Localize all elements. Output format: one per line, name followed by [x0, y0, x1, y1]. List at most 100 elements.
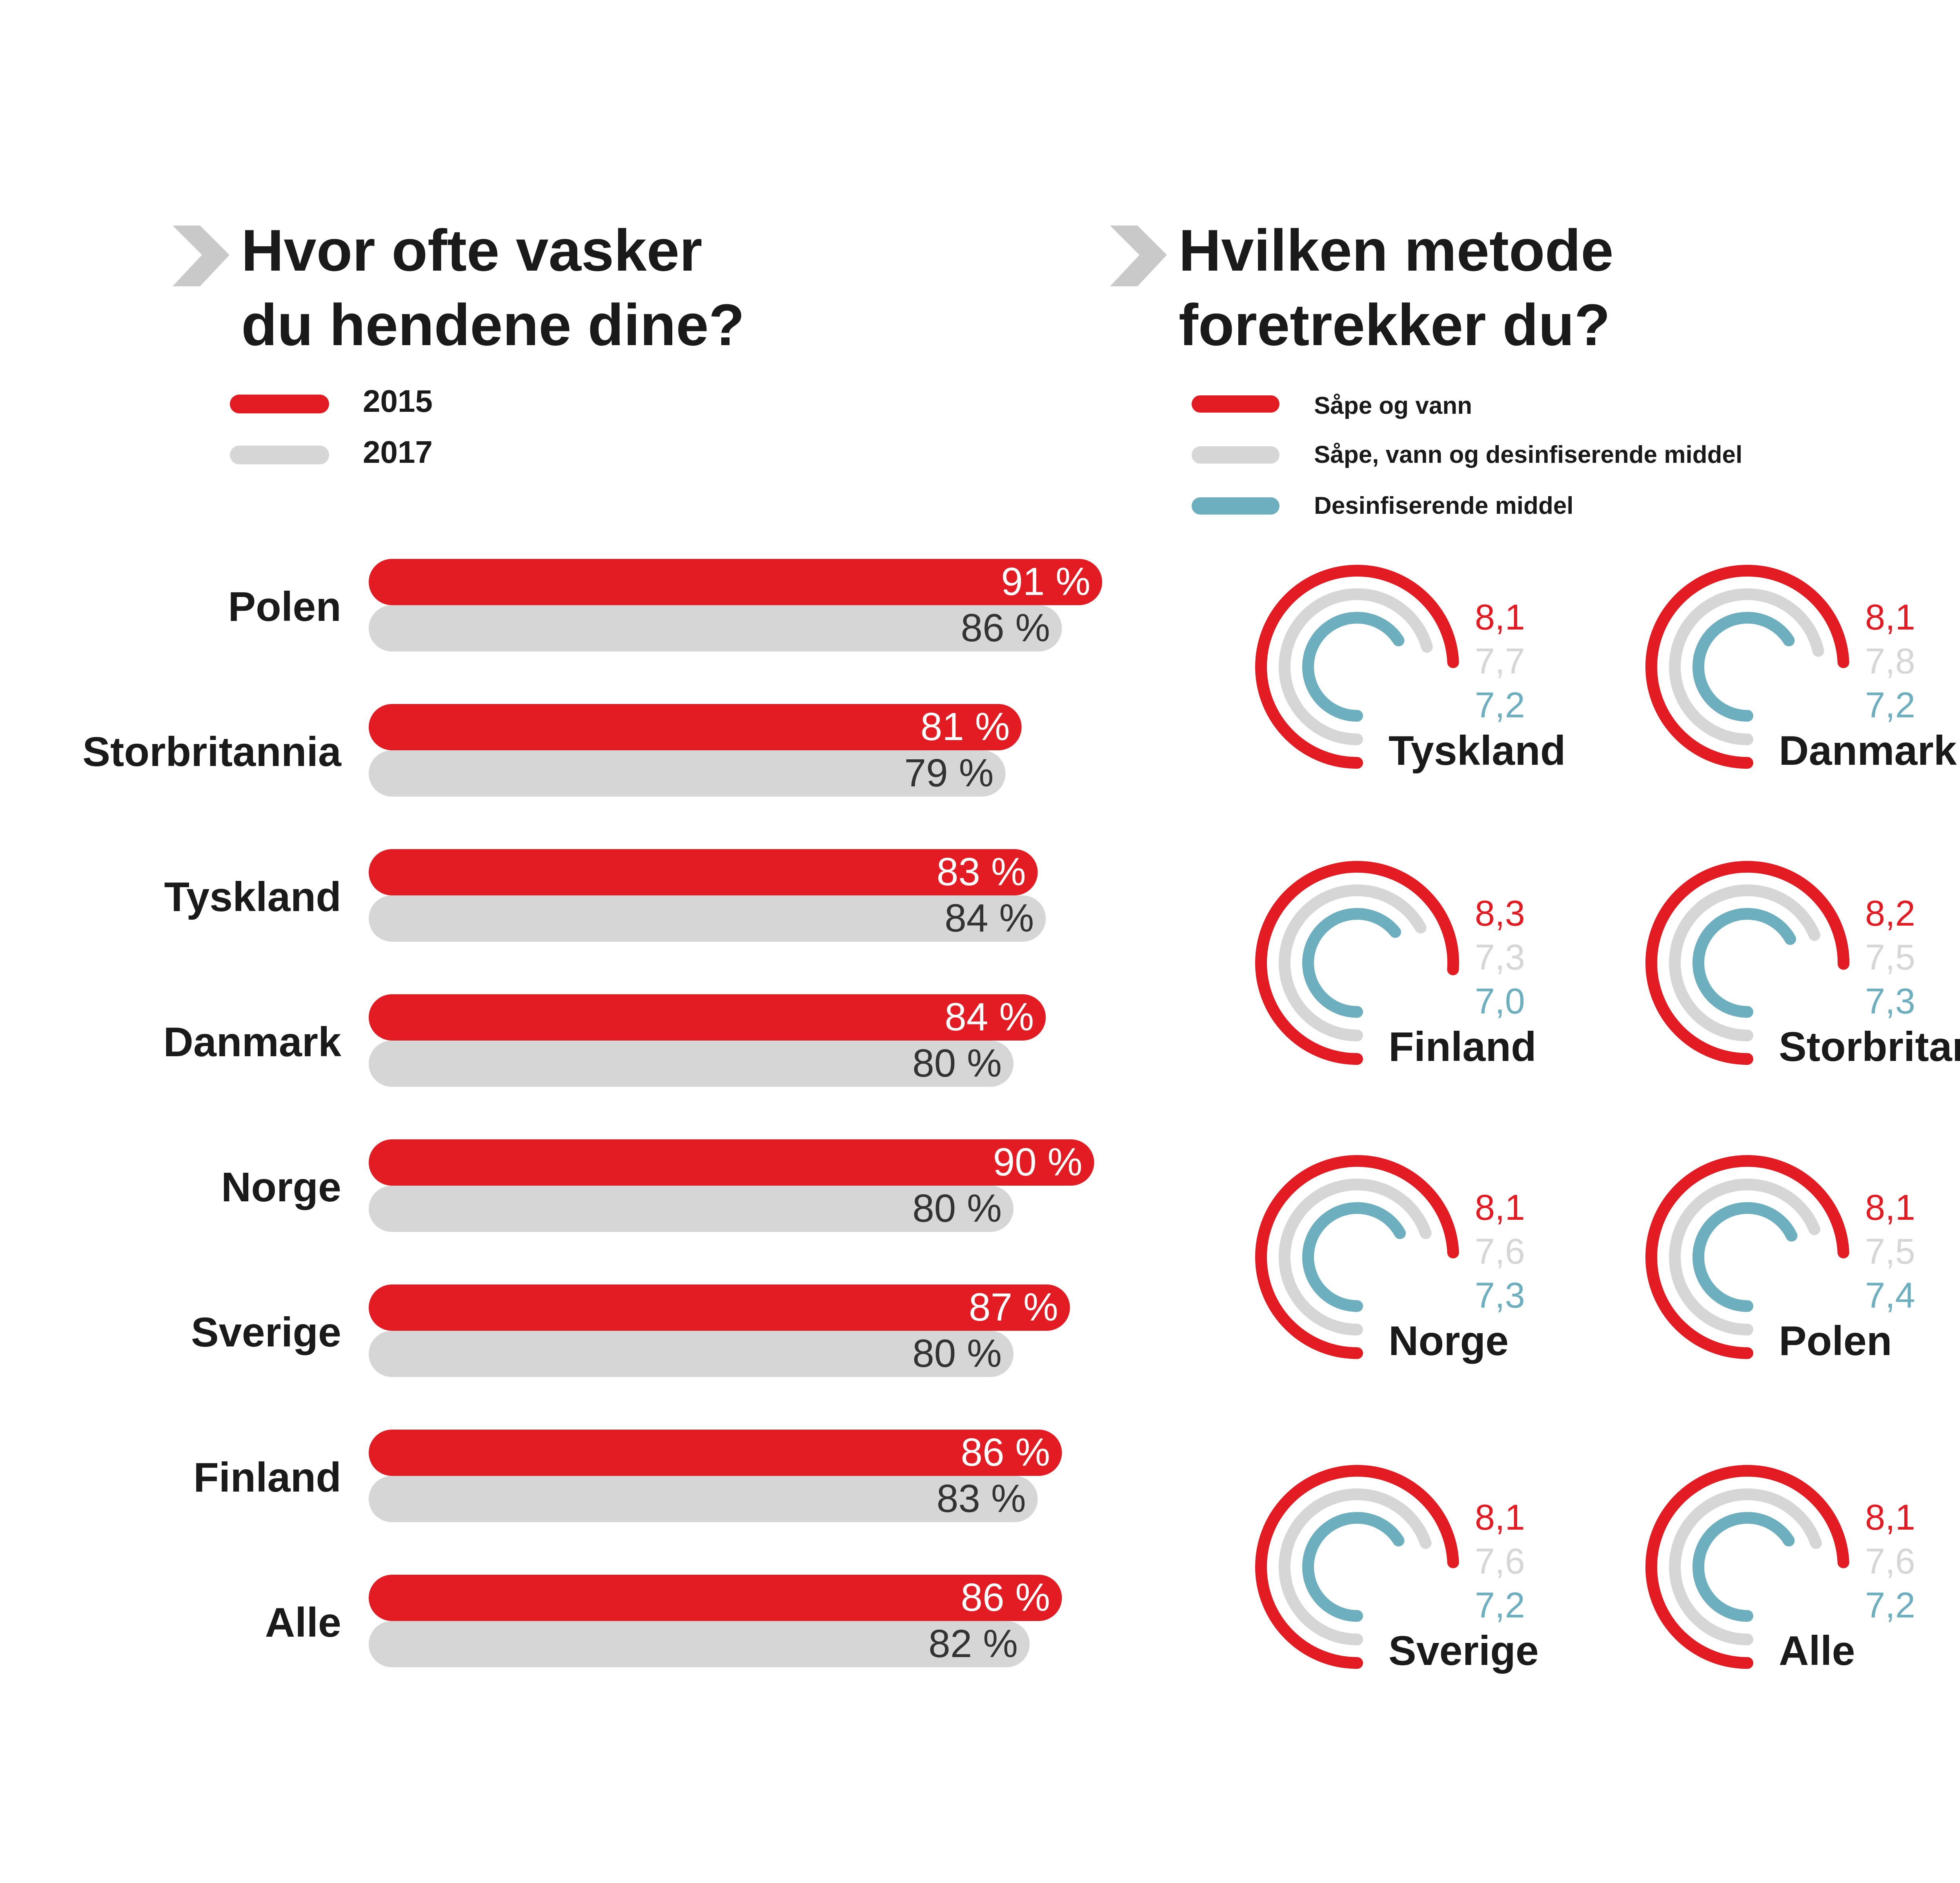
bar-2017	[369, 895, 1046, 942]
bar-2015	[369, 704, 1022, 750]
value-soap-water: 8,1	[1865, 1497, 1915, 1537]
arc-soap-water-disinfectant	[1278, 1179, 1432, 1335]
bar-2015	[369, 1139, 1094, 1186]
arc-disinfectant	[1302, 1512, 1405, 1622]
arc-disinfectant	[1302, 908, 1401, 1018]
right-title-line-1: Hvilken metode	[1179, 217, 1614, 283]
bar-2017	[369, 1041, 1014, 1087]
arc-soap-water	[1645, 1155, 1849, 1359]
value-soap-water-disinfectant: 7,7	[1475, 641, 1525, 681]
bar-2017	[369, 1476, 1038, 1522]
bar-group: Norge 90 %80 %	[221, 1139, 1094, 1232]
category-label: Finland	[193, 1454, 341, 1501]
bar-2017	[369, 1331, 1014, 1377]
bar-2015	[369, 994, 1046, 1041]
value-soap-water-disinfectant: 7,8	[1865, 641, 1915, 681]
value-label-2015: 83 %	[937, 850, 1026, 894]
value-label-2015: 86 %	[961, 1430, 1050, 1474]
value-soap-water-disinfectant: 7,6	[1475, 1541, 1525, 1581]
bar-group: Storbritannia 81 %79 %	[82, 704, 1022, 797]
right-title-line-2: foretrekker du?	[1179, 292, 1610, 358]
value-label-2015: 90 %	[993, 1140, 1083, 1184]
value-disinfectant: 7,3	[1475, 1275, 1525, 1315]
value-disinfectant: 7,0	[1475, 981, 1525, 1021]
chevron-right-icon	[1110, 226, 1167, 286]
value-label-2017: 80 %	[912, 1332, 1002, 1375]
value-label-2015: 91 %	[1001, 560, 1090, 604]
category-label: Storbritannia	[82, 729, 342, 775]
right-panel-header: Hvilken metode foretrekker du? Såpe og v…	[1110, 217, 1742, 519]
bar-group: Alle 86 %82 %	[265, 1575, 1062, 1667]
country-label: Sverige	[1389, 1628, 1539, 1674]
category-label: Danmark	[163, 1019, 342, 1065]
preferred-method-radial-charts: 8,17,77,2Tyskland8,17,87,2Danmark8,37,37…	[1255, 565, 1960, 1674]
arc-disinfectant	[1302, 612, 1405, 722]
category-label: Norge	[221, 1164, 341, 1210]
arc-disinfectant	[1692, 908, 1796, 1018]
value-label-2017: 82 %	[928, 1622, 1018, 1666]
legend-label-2017: 2017	[363, 435, 433, 469]
value-disinfectant: 7,3	[1865, 981, 1915, 1021]
arc-disinfectant	[1692, 1512, 1795, 1622]
value-label-2017: 86 %	[961, 606, 1050, 650]
value-label-2015: 81 %	[921, 705, 1010, 749]
value-disinfectant: 7,2	[1475, 685, 1525, 725]
value-label-2017: 83 %	[937, 1477, 1026, 1521]
bar-2015	[369, 1430, 1062, 1476]
category-label: Sverige	[191, 1309, 341, 1355]
country-label: Danmark	[1779, 728, 1957, 774]
value-soap-water: 8,1	[1475, 1497, 1525, 1537]
arc-soap-water	[1255, 861, 1459, 1065]
arc-soap-water	[1645, 1465, 1849, 1669]
bar-group: Danmark 84 %80 %	[163, 994, 1046, 1087]
legend-label-soap-water: Såpe og vann	[1314, 392, 1472, 419]
arc-disinfectant	[1692, 612, 1795, 722]
value-soap-water-disinfectant: 7,3	[1475, 937, 1525, 977]
left-title-line-1: Hvor ofte vasker	[241, 217, 702, 283]
value-soap-water: 8,1	[1475, 1188, 1525, 1228]
arc-soap-water-disinfectant	[1669, 884, 1820, 1041]
arc-soap-water-disinfectant	[1669, 1488, 1822, 1645]
radial-chart: 8,27,57,3Storbritannia	[1645, 861, 1960, 1070]
arc-soap-water	[1255, 1155, 1459, 1359]
value-soap-water: 8,1	[1865, 597, 1915, 637]
country-label: Alle	[1779, 1628, 1855, 1674]
legend-label-soap-water-disinfectant: Såpe, vann og desinfiserende middel	[1314, 441, 1742, 468]
value-label-2015: 87 %	[969, 1285, 1058, 1329]
left-panel-header: Hvor ofte vasker du hendene dine? 2015 2…	[173, 217, 744, 469]
arc-disinfectant	[1692, 1202, 1798, 1312]
value-label-2015: 86 %	[961, 1576, 1050, 1619]
bar-2017	[369, 1186, 1014, 1232]
value-soap-water: 8,1	[1475, 597, 1525, 637]
value-disinfectant: 7,2	[1865, 685, 1915, 725]
country-label: Polen	[1779, 1318, 1892, 1364]
category-label: Alle	[265, 1599, 341, 1646]
arc-soap-water	[1255, 1465, 1459, 1669]
value-soap-water-disinfectant: 7,6	[1865, 1541, 1915, 1581]
arc-soap-water-disinfectant	[1669, 588, 1824, 745]
value-disinfectant: 7,2	[1865, 1585, 1915, 1625]
arc-soap-water-disinfectant	[1669, 1179, 1820, 1335]
left-legend: 2015 2017	[230, 384, 433, 469]
country-label: Tyskland	[1389, 728, 1566, 774]
value-soap-water: 8,3	[1475, 893, 1525, 933]
country-label: Norge	[1389, 1318, 1509, 1364]
chevron-right-icon	[173, 226, 229, 286]
category-label: Tyskland	[164, 874, 341, 920]
bar-2015	[369, 559, 1103, 605]
bar-2015	[369, 849, 1038, 895]
bar-2017	[369, 750, 1006, 797]
bar-group: Sverige 87 %80 %	[191, 1284, 1070, 1377]
legend-label-disinfectant: Desinfiserende middel	[1314, 492, 1574, 519]
value-label-2017: 80 %	[912, 1186, 1002, 1230]
value-label-2015: 84 %	[945, 995, 1034, 1039]
left-title-line-2: du hendene dine?	[241, 292, 744, 358]
value-label-2017: 80 %	[912, 1041, 1002, 1085]
bar-2017	[369, 1621, 1030, 1667]
